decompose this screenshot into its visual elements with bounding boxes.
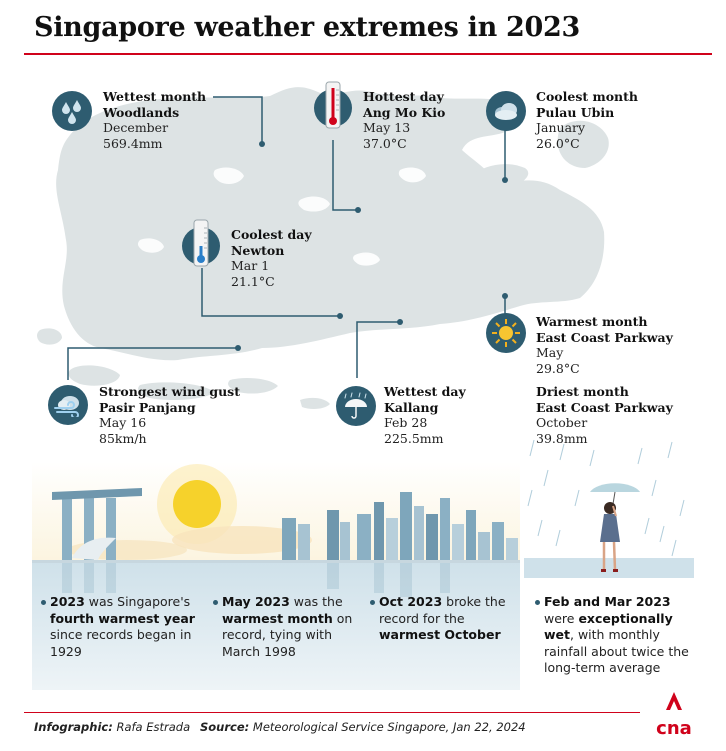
bullet — [535, 600, 540, 605]
bullet — [41, 600, 46, 605]
bullet — [370, 600, 375, 605]
extreme-wettest-day: Wettest day Kallang Feb 28 225.5mm — [384, 384, 466, 446]
extreme-warmest-month: Warmest month East Coast Parkway May 29.… — [536, 314, 673, 376]
cloud-icon — [486, 91, 526, 131]
fact-wet-months: Feb and Mar 2023 were exceptionally wet,… — [535, 594, 704, 677]
infographic-credit: Infographic: Rafa Estrada — [34, 720, 191, 734]
page-title: Singapore weather extremes in 2023 — [34, 12, 581, 43]
skyline-illustration — [32, 462, 520, 690]
extreme-coolest-month: Coolest month Pulau Ubin January 26.0°C — [536, 89, 639, 151]
extreme-strongest-wind-gust: Strongest wind gust Pasir Panjang May 16… — [99, 384, 240, 446]
raindrops-icon — [52, 91, 92, 131]
extreme-driest-month: Driest month East Coast Parkway October … — [536, 384, 673, 446]
wind-icon — [48, 385, 88, 425]
extreme-coolest-day: Coolest day Newton Mar 1 21.1°C — [231, 227, 312, 289]
rainy-woman-illustration — [524, 439, 694, 578]
cna-logo: cna — [656, 692, 692, 739]
extreme-hottest-day: Hottest day Ang Mo Kio May 13 37.0°C — [363, 89, 446, 151]
source-credit: Source: Meteorological Service Singapore… — [200, 720, 526, 734]
bullet — [213, 600, 218, 605]
fact-warmest-month: May 2023 was the warmest month on record… — [213, 594, 368, 660]
extreme-wettest-month: Wettest month Woodlands December 569.4mm — [103, 89, 207, 151]
thermometer-cold-icon — [182, 219, 220, 267]
title-divider — [24, 53, 712, 55]
sun-icon — [486, 313, 526, 353]
singapore-map — [37, 87, 609, 409]
logo-text: cna — [656, 718, 692, 739]
umbrella-icon — [336, 386, 376, 426]
fact-warmest-october: Oct 2023 broke the record for the warmes… — [370, 594, 514, 644]
footer-divider — [24, 712, 640, 713]
fact-warmest-year: 2023 was Singapore's fourth warmest year… — [41, 594, 200, 660]
thermometer-hot-icon — [314, 81, 352, 129]
